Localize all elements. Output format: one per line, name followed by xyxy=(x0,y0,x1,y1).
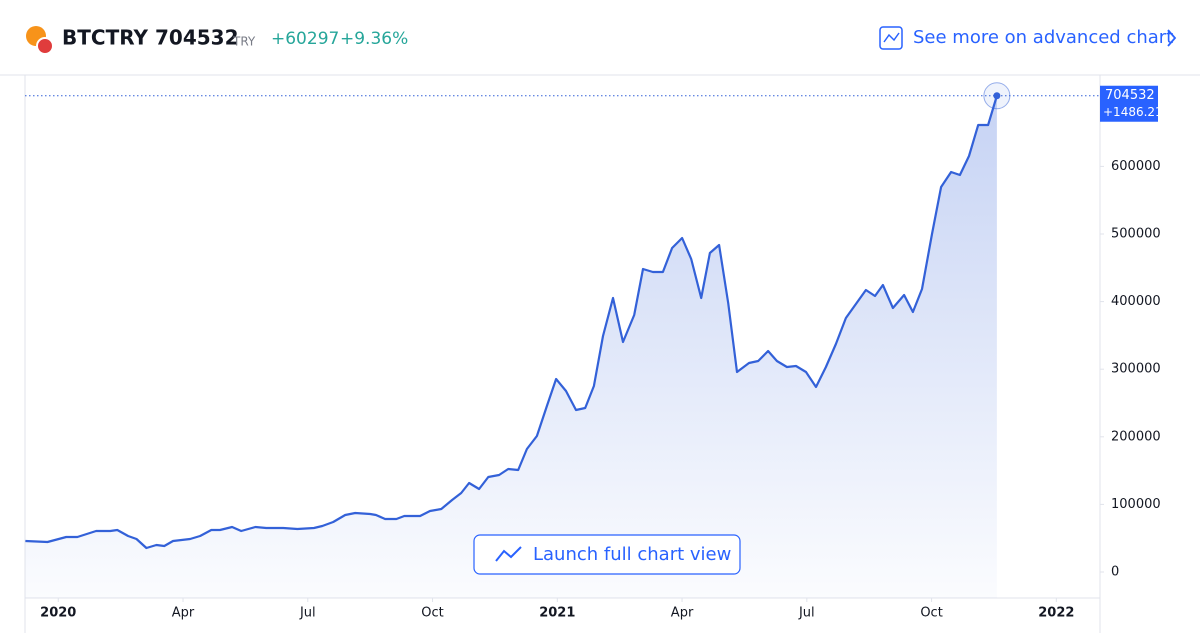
link-icon-line xyxy=(883,32,900,43)
plot: 0 100000 200000 300000 400000 500000 600000 202… xyxy=(25,82,1174,621)
price-line xyxy=(25,95,998,550)
button-text[interactable]: Launch full chart view xyxy=(533,544,731,565)
y-tick-label: 200000 xyxy=(1111,429,1161,444)
area-fill xyxy=(25,95,997,598)
x-tick-label: 2022 xyxy=(1038,606,1074,621)
last-point xyxy=(993,92,1001,100)
button-frame[interactable] xyxy=(473,534,741,575)
x-tick-label: Jul xyxy=(299,606,316,621)
x-tick-label: 2021 xyxy=(539,606,575,621)
symbol: BTCTRY xyxy=(62,26,149,50)
change-percent: +9.36% xyxy=(340,29,408,49)
logo xyxy=(26,26,54,55)
y-tick-label: 300000 xyxy=(1111,362,1161,377)
x-tick-label: 2020 xyxy=(40,606,76,621)
x-tick-label: Apr xyxy=(671,606,694,621)
y-tick-label: 0 xyxy=(1111,565,1119,580)
launch-button[interactable]: Launch full chart view xyxy=(473,534,741,575)
button-icon xyxy=(495,546,522,562)
y-tick-label: 500000 xyxy=(1111,227,1161,242)
currency: TRY xyxy=(232,35,256,49)
price: 704532 xyxy=(155,26,239,50)
last-price-label: 704532 xyxy=(1105,88,1155,103)
chevron xyxy=(1167,29,1177,47)
last-change-label: +1486.21% xyxy=(1103,105,1174,119)
advanced-chart-link[interactable]: See more on advanced chart xyxy=(879,26,1177,50)
y-tick-label: 100000 xyxy=(1111,497,1161,512)
link-icon xyxy=(879,26,903,50)
x-tick-label: Jul xyxy=(798,606,815,621)
x-tick-label: Oct xyxy=(421,606,443,621)
last-price-tag xyxy=(1100,85,1158,122)
link-text[interactable]: See more on advanced chart xyxy=(913,27,1173,48)
y-tick-label: 600000 xyxy=(1111,159,1161,174)
y-tick-label: 400000 xyxy=(1111,294,1161,309)
x-tick-label: Oct xyxy=(920,606,942,621)
x-tick-label: Apr xyxy=(172,606,195,621)
change: +60297 xyxy=(271,29,339,49)
